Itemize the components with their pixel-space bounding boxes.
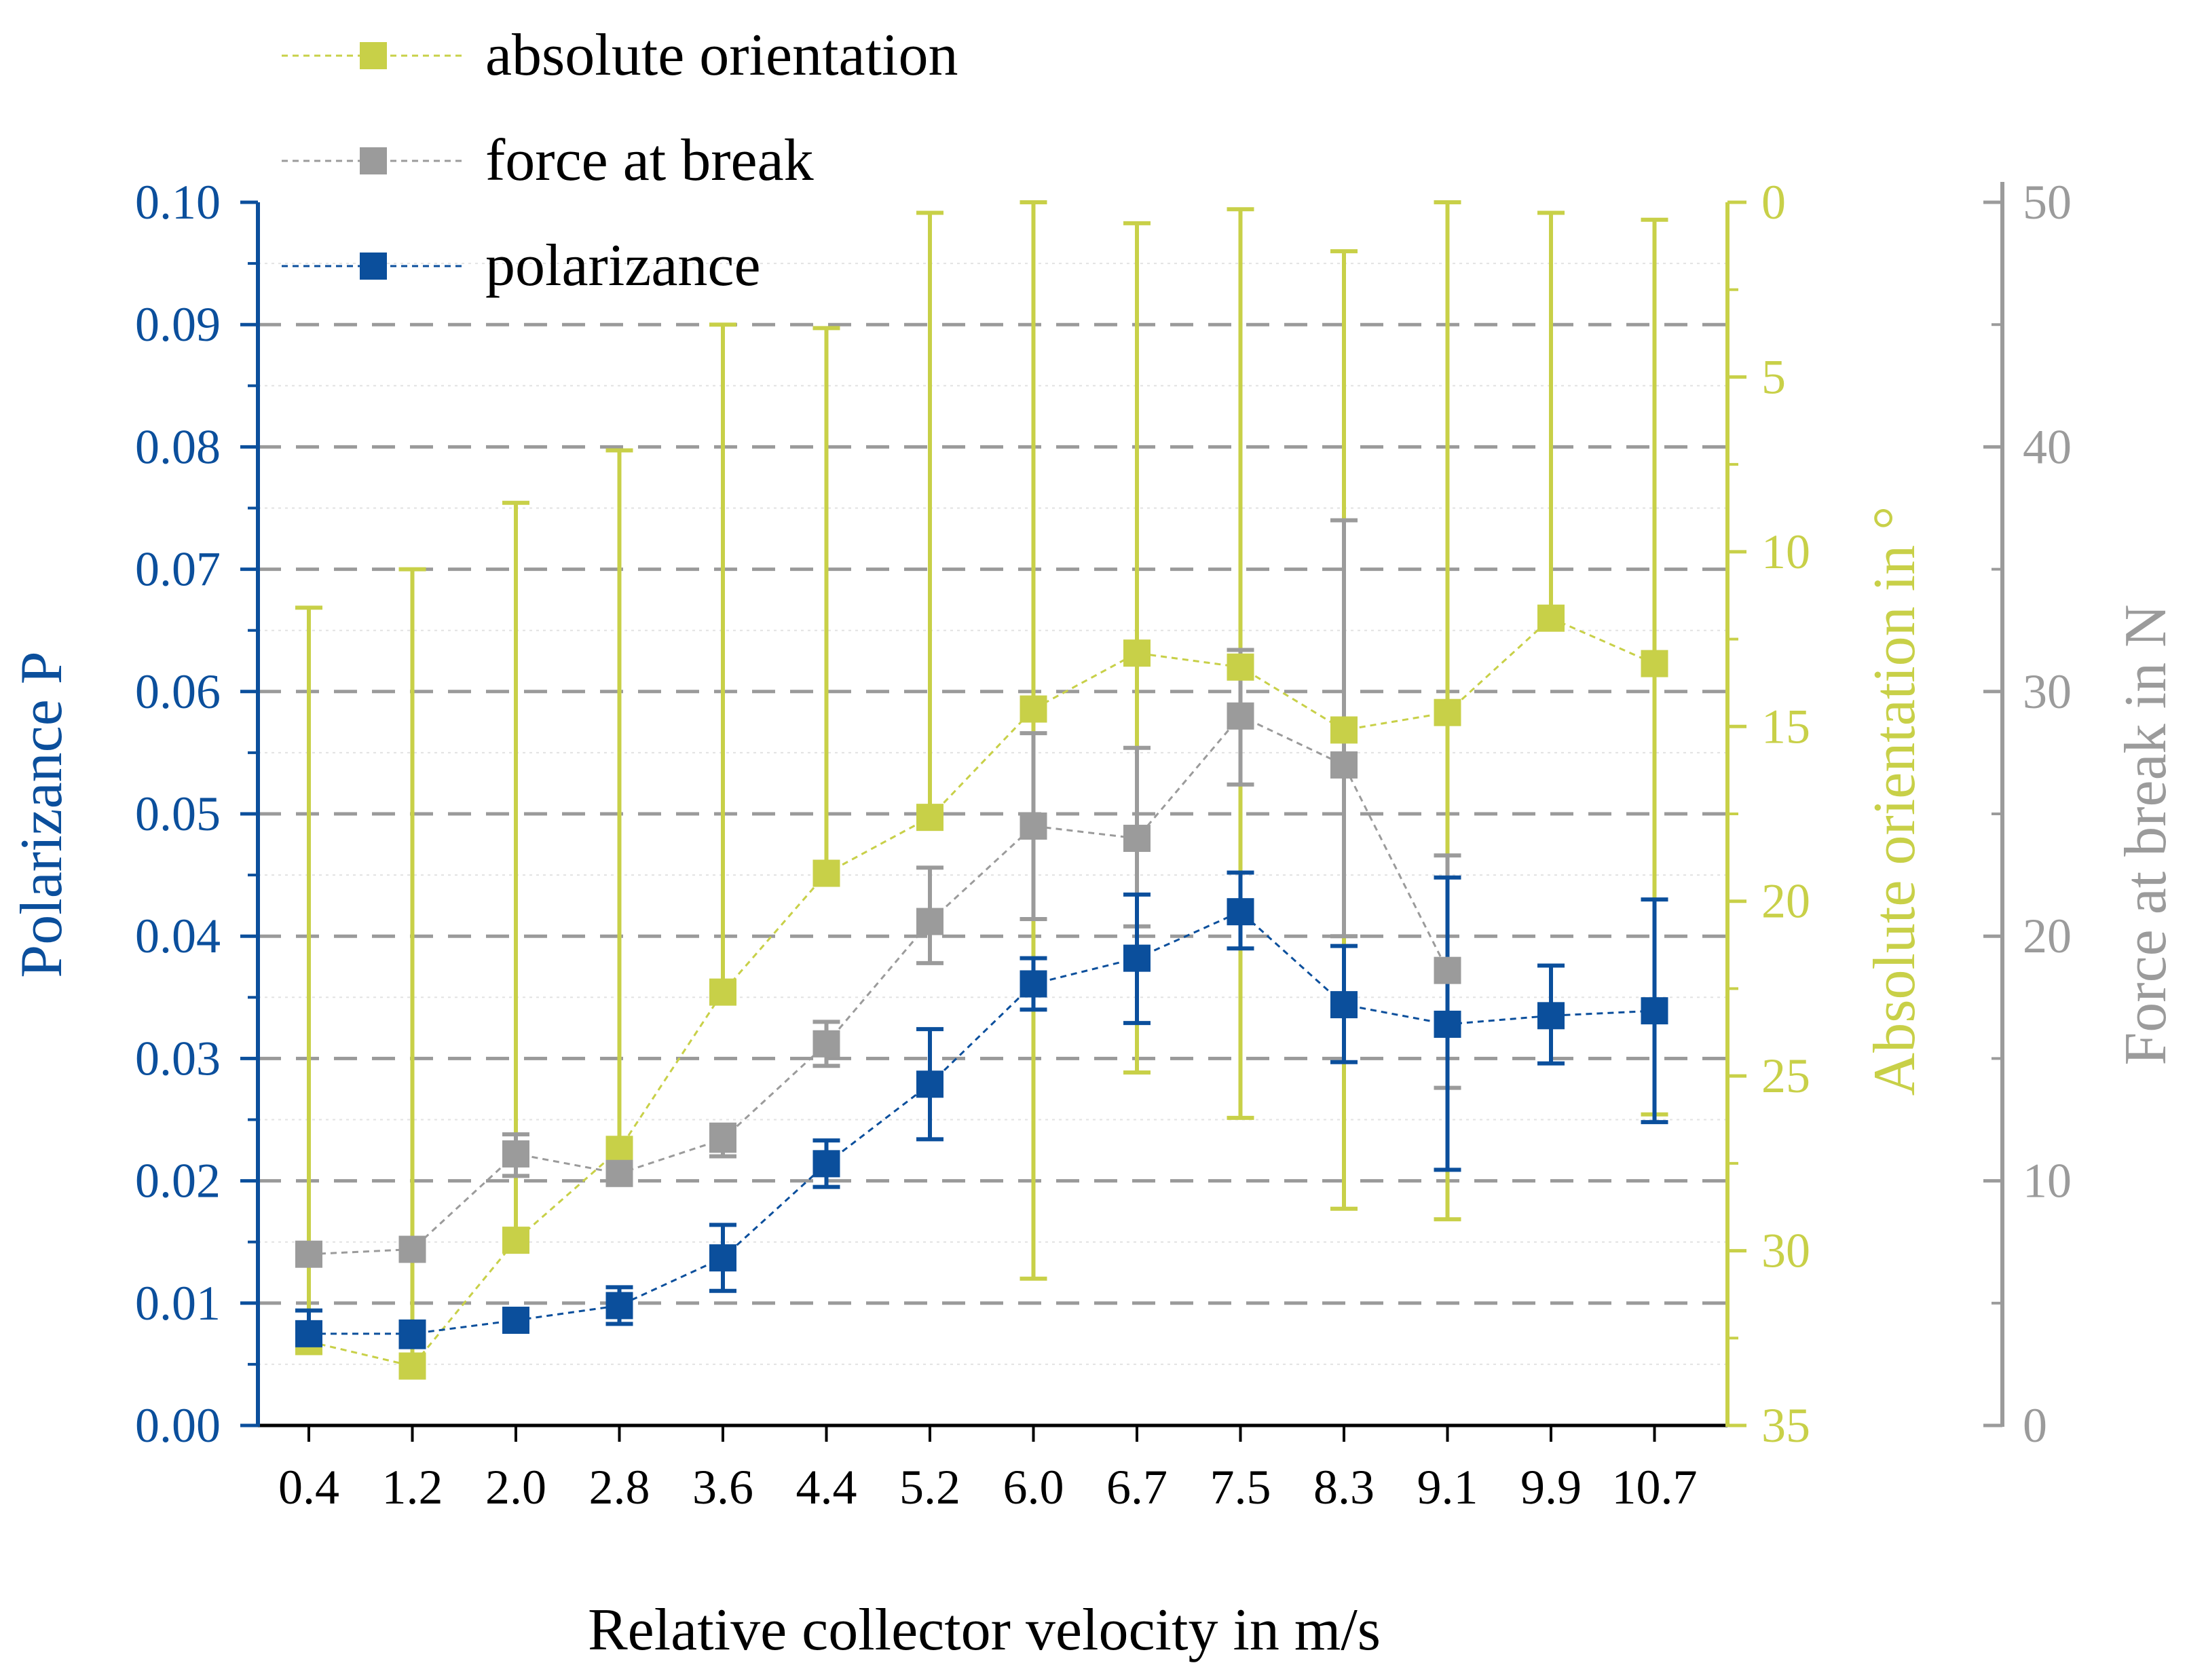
- marker-polarizance: [295, 1320, 322, 1347]
- y-tick-label-orientation: 30: [1761, 1224, 1810, 1278]
- marker-polarizance: [1537, 1002, 1565, 1030]
- series-line-force: [308, 714, 1448, 1256]
- legend-marker: [360, 42, 387, 69]
- x-tick-label: 6.0: [1003, 1460, 1064, 1514]
- x-tick-label: 7.5: [1210, 1460, 1271, 1514]
- major-grid: [258, 322, 1727, 1305]
- marker-polarizance: [709, 1244, 736, 1272]
- x-tick-label: 9.9: [1520, 1460, 1582, 1514]
- x-tick-label: 9.1: [1417, 1460, 1478, 1514]
- y-tick-label-force: 40: [2023, 419, 2072, 474]
- marker-orientation: [916, 804, 943, 832]
- y-tick-label-orientation: 0: [1761, 175, 1786, 229]
- y-tick-label-polarizance: 0.06: [135, 665, 221, 719]
- marker-polarizance: [502, 1307, 529, 1334]
- y-tick-label-polarizance: 0.10: [135, 175, 221, 229]
- y-tick-label-polarizance: 0.09: [135, 297, 221, 352]
- y-tick-label-force: 0: [2023, 1398, 2047, 1453]
- marker-orientation: [398, 1352, 426, 1380]
- minor-grid: [258, 263, 1727, 1365]
- x-tick-label: 5.2: [899, 1460, 960, 1514]
- y-tick-label-orientation: 20: [1761, 874, 1810, 929]
- marker-force: [1434, 956, 1461, 984]
- marker-force: [916, 908, 943, 935]
- x-tick-label: 1.2: [382, 1460, 443, 1514]
- y-tick-label-polarizance: 0.04: [135, 909, 221, 963]
- marker-force: [295, 1240, 322, 1268]
- marker-polarizance: [605, 1292, 633, 1320]
- x-tick-label: 0.4: [278, 1460, 339, 1514]
- marker-orientation: [1227, 653, 1254, 681]
- x-tick-label: 2.8: [589, 1460, 650, 1514]
- y-tick-label-polarizance: 0.02: [135, 1154, 221, 1208]
- y-tick-label-orientation: 5: [1761, 350, 1786, 404]
- y-tick-label-polarizance: 0.01: [135, 1276, 221, 1330]
- marker-polarizance: [1020, 970, 1047, 998]
- marker-force: [1020, 813, 1047, 840]
- y-tick-label-force: 20: [2023, 909, 2072, 963]
- y-tick-label-polarizance: 0.03: [135, 1031, 221, 1085]
- x-tick-label: 3.6: [692, 1460, 753, 1514]
- y-tick-label-force: 30: [2023, 665, 2072, 719]
- marker-force: [1227, 702, 1254, 730]
- y-tick-label-polarizance: 0.05: [135, 787, 221, 841]
- marker-orientation: [1641, 650, 1668, 677]
- y-tick-label-force: 50: [2023, 175, 2072, 229]
- y-tick-label-force: 10: [2023, 1154, 2072, 1208]
- marker-polarizance: [1330, 991, 1358, 1019]
- axes: 0.4 1.2 2.0 2.8 3.6 4.4 5.2 6.0 6.7 7.5 8.3 9.1 9.9 1…: [135, 175, 2072, 1514]
- y-tick-label-polarizance: 0.07: [135, 542, 221, 597]
- y-tick-label-polarizance: 0.08: [135, 419, 221, 474]
- marker-polarizance: [1123, 944, 1151, 972]
- x-tick-label: 2.0: [485, 1460, 546, 1514]
- legend-label: polarizance: [485, 233, 761, 299]
- x-tick-label: 10.7: [1612, 1460, 1698, 1514]
- x-tick-label: 8.3: [1313, 1460, 1375, 1514]
- marker-orientation: [709, 978, 736, 1006]
- legend-marker: [360, 147, 387, 174]
- y-axis-title-orientation: Absolute orientation in °: [1862, 506, 1928, 1096]
- marker-force: [709, 1125, 736, 1153]
- y-tick-label-orientation: 35: [1761, 1398, 1810, 1453]
- marker-orientation: [605, 1136, 633, 1163]
- marker-force: [605, 1159, 633, 1187]
- marker-polarizance: [1434, 1010, 1461, 1038]
- y-axis-title-force: Force at break in N: [2113, 604, 2179, 1065]
- marker-polarizance: [812, 1150, 840, 1178]
- marker-force: [398, 1235, 426, 1263]
- y-axis-title-polarizance: Polarizance P: [9, 651, 75, 977]
- series-line-orientation: [308, 616, 1656, 1368]
- marker-force: [1123, 825, 1151, 853]
- marker-polarizance: [1227, 898, 1254, 926]
- y-tick-label-polarizance: 0.00: [135, 1398, 221, 1453]
- legend-marker: [360, 253, 387, 280]
- y-tick-label-orientation: 25: [1761, 1049, 1810, 1103]
- legend-label: absolute orientation: [485, 22, 958, 88]
- y-tick-label-orientation: 10: [1761, 525, 1810, 579]
- x-tick-label: 6.7: [1106, 1460, 1167, 1514]
- marker-force: [812, 1030, 840, 1058]
- x-axis-title: Relative collector velocity in m/s: [588, 1597, 1381, 1663]
- marker-orientation: [1434, 698, 1461, 726]
- markers: [295, 604, 1668, 1380]
- marker-polarizance: [1641, 997, 1668, 1025]
- marker-polarizance: [916, 1070, 943, 1098]
- marker-force: [1330, 751, 1358, 779]
- marker-orientation: [1123, 639, 1151, 667]
- x-tick-label: 4.4: [796, 1460, 857, 1514]
- marker-orientation: [502, 1227, 529, 1254]
- marker-force: [502, 1140, 529, 1168]
- marker-orientation: [1020, 695, 1047, 723]
- legend: absolute orientation force at break polari…: [282, 22, 958, 299]
- y-tick-label-orientation: 15: [1761, 699, 1810, 753]
- legend-label: force at break: [485, 128, 814, 193]
- marker-orientation: [1537, 604, 1565, 632]
- marker-orientation: [1330, 716, 1358, 744]
- series-lines: [308, 616, 1656, 1368]
- axis-titles: Polarizance P Absolute orientation in ° …: [9, 506, 2179, 1663]
- marker-orientation: [812, 859, 840, 887]
- marker-polarizance: [398, 1320, 426, 1347]
